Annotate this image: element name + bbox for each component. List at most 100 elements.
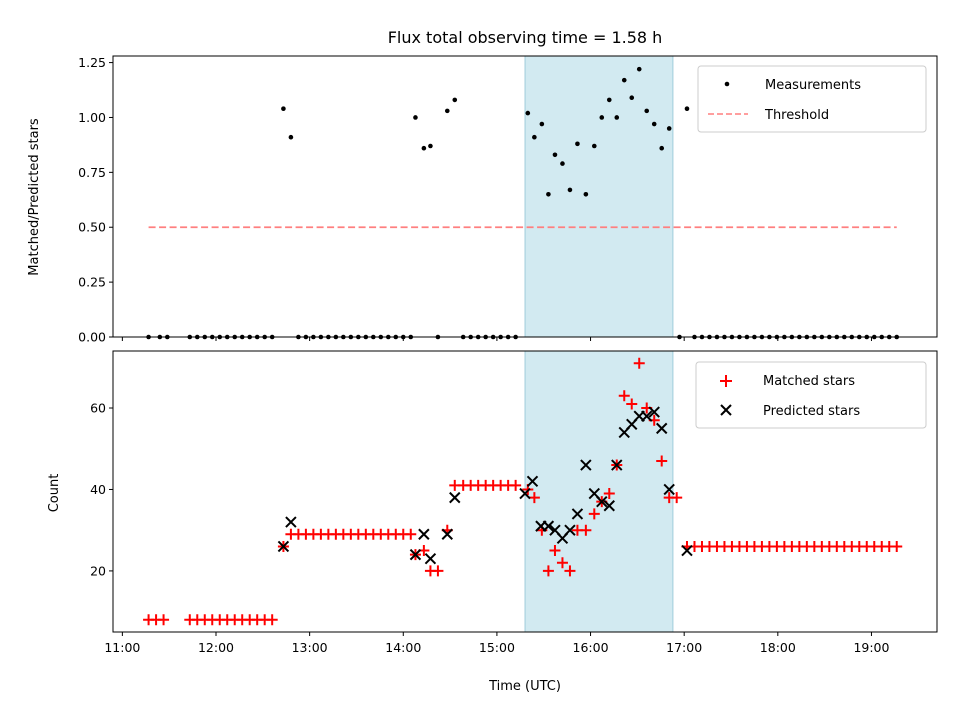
- legend-measurements-marker: [724, 81, 730, 87]
- bottom-y-axis-label: Count: [47, 474, 62, 513]
- predicted-star-point: [449, 491, 461, 504]
- bottom-y-tick-label: 40: [90, 482, 106, 497]
- matched-star-point: [542, 565, 554, 577]
- legend-predicted-marker: [720, 404, 732, 416]
- x-axis-label: Time (UTC): [488, 679, 561, 694]
- measurement-point: [684, 106, 690, 111]
- measurement-point: [281, 106, 286, 111]
- matched-star-point: [556, 557, 568, 569]
- predicted-star-point: [681, 544, 693, 557]
- measurement-point: [651, 121, 657, 127]
- measurement-point: [560, 161, 565, 166]
- legend-matched-marker: [720, 375, 732, 387]
- predicted-star-point: [580, 459, 592, 471]
- predicted-star-point: [409, 548, 422, 561]
- predicted-star-point: [564, 524, 576, 536]
- predicted-star-point: [641, 410, 653, 422]
- matched-star-point: [528, 492, 540, 504]
- matched-star-point: [618, 390, 630, 402]
- matched-star-point: [626, 398, 638, 410]
- legend-threshold-label: Threshold: [764, 108, 829, 123]
- predicted-star-point: [648, 406, 660, 418]
- matched-star-point: [405, 528, 417, 540]
- x-tick-label: 11:00: [104, 640, 140, 655]
- bottom-legend-box: [695, 361, 927, 429]
- measurement-point: [288, 134, 294, 140]
- measurement-point: [532, 134, 537, 140]
- legend-measurements-label: Measurements: [765, 78, 861, 93]
- measurement-point: [552, 152, 558, 158]
- predicted-star-point: [285, 516, 297, 528]
- measurement-point: [525, 110, 531, 116]
- matched-star-point: [549, 545, 561, 557]
- x-tick-label: 16:00: [573, 640, 609, 655]
- top-y-tick-label: 1.00: [78, 110, 106, 125]
- top-y-tick-label: 0.50: [78, 220, 106, 235]
- legend-predicted-label: Predicted stars: [763, 404, 860, 419]
- matched-star-point: [564, 565, 576, 577]
- predicted-star-point: [526, 475, 539, 488]
- top-observing-span: [524, 55, 674, 338]
- top-highlight-span-layer: [524, 55, 674, 338]
- predicted-star-point: [663, 483, 675, 496]
- measurement-point: [614, 115, 620, 120]
- bottom-series-layer: [143, 357, 903, 626]
- x-tick-label: 19:00: [853, 640, 889, 655]
- top-legend: Measurements Threshold: [697, 65, 927, 133]
- measurement-point: [583, 192, 589, 197]
- measurement-point: [567, 187, 573, 193]
- top-y-tick-label: 0.25: [78, 275, 106, 290]
- predicted-star-point: [603, 500, 615, 512]
- matched-star-point: [671, 492, 683, 504]
- predicted-star-point: [424, 552, 437, 565]
- measurement-point: [452, 97, 458, 103]
- top-series-layer: [146, 66, 900, 340]
- bottom-axes-frame: [112, 350, 938, 633]
- x-tick-label: 18:00: [760, 640, 796, 655]
- bottom-panel: 20 40 60 11:00 12:00 13:00 14:00 15:00 16:00 17:…: [47, 350, 938, 694]
- measurement-point: [621, 77, 627, 83]
- measurement-point: [599, 115, 605, 120]
- measurement-point: [636, 66, 642, 72]
- predicted-star-point: [441, 528, 453, 540]
- x-tick-label: 15:00: [479, 640, 515, 655]
- predicted-star-point: [519, 487, 531, 500]
- bottom-y-tick-label: 20: [90, 563, 106, 578]
- legend-matched-label: Matched stars: [763, 374, 855, 389]
- predicted-star-point: [596, 495, 608, 508]
- predicted-star-point: [542, 520, 555, 532]
- measurement-point: [629, 95, 635, 101]
- bottom-highlight-span-layer: [524, 350, 674, 633]
- measurement-point: [546, 192, 551, 197]
- matched-star-point: [266, 614, 278, 626]
- predicted-star-point: [277, 540, 290, 553]
- measurement-point: [666, 126, 672, 131]
- x-tick-label: 13:00: [292, 640, 328, 655]
- bottom-x-ticks: 11:00 12:00 13:00 14:00 15:00 16:00 17:00 18:00…: [104, 632, 890, 655]
- matched-star-point: [588, 508, 600, 520]
- matched-star-point: [891, 540, 903, 552]
- top-y-tick-label: 0.75: [78, 165, 106, 180]
- x-tick-label: 14:00: [385, 640, 421, 655]
- matched-star-point: [510, 479, 522, 491]
- matched-star-point: [158, 614, 170, 626]
- predicted-star-point: [656, 422, 668, 435]
- top-y-axis-label: Matched/Predicted stars: [27, 118, 42, 276]
- top-legend-box: [697, 65, 927, 133]
- measurement-point: [606, 97, 612, 103]
- matched-star-point: [580, 524, 592, 536]
- top-y-ticks: 0.00 0.25 0.50 0.75 1.00 1.25: [78, 55, 113, 345]
- top-axes-frame: [112, 55, 938, 338]
- matched-star-point: [603, 488, 615, 500]
- predicted-star-point: [611, 459, 623, 471]
- measurement-point: [659, 145, 665, 151]
- measurement-point: [644, 108, 650, 114]
- measurement-point: [421, 145, 427, 151]
- measurement-point: [539, 121, 545, 127]
- x-tick-label: 17:00: [666, 640, 702, 655]
- measurement-point: [413, 115, 418, 120]
- top-y-tick-label: 1.25: [78, 55, 106, 70]
- matched-star-point: [656, 455, 668, 467]
- chart-title: Flux total observing time = 1.58 h: [388, 28, 663, 47]
- bottom-observing-span: [524, 350, 674, 633]
